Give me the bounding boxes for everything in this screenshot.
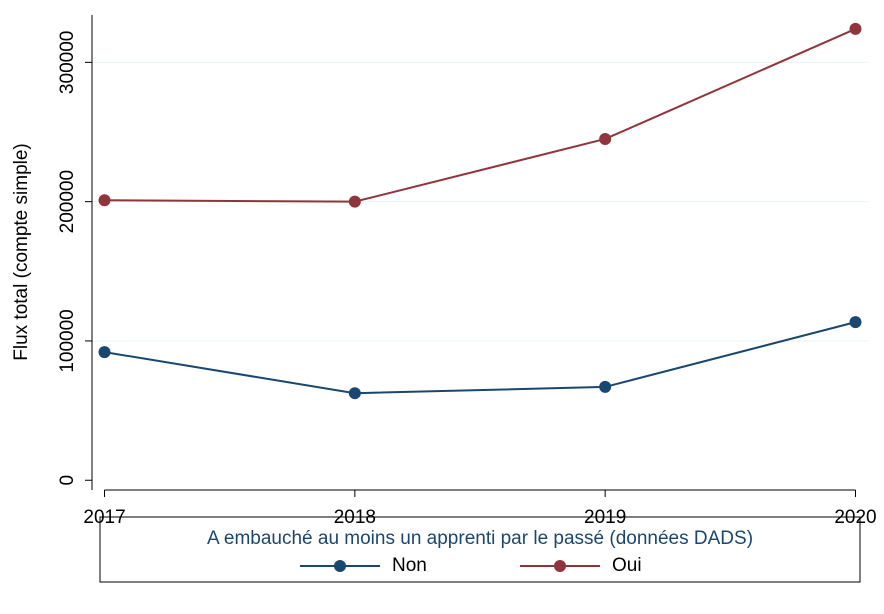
series-point (849, 316, 862, 329)
legend-label: Non (392, 555, 427, 576)
series-point (98, 194, 111, 207)
x-tick-label: 2020 (834, 507, 876, 528)
x-tick-label: 2019 (584, 507, 626, 528)
series-line (104, 321, 856, 395)
legend-title: A embauché au moins un apprenti par le p… (207, 528, 753, 549)
legend-box (99, 516, 861, 583)
y-tick-label: 300000 (57, 31, 78, 94)
x-tick-label: 2018 (334, 507, 376, 528)
y-axis-label: Flux total (compte simple) (11, 143, 32, 361)
series-point (599, 132, 612, 145)
series-point (348, 387, 361, 400)
series-point (348, 195, 361, 208)
legend-swatch-point (554, 560, 566, 572)
y-tick-label: 100000 (57, 309, 78, 372)
legend-label: Oui (612, 555, 642, 576)
series-line (104, 28, 856, 203)
y-tick-label: 200000 (57, 170, 78, 233)
series-point (599, 380, 612, 393)
series-point (849, 22, 862, 35)
legend-swatch-point (334, 560, 346, 572)
x-tick-label: 2017 (83, 507, 125, 528)
y-tick-label: 0 (57, 475, 78, 486)
series-point (98, 346, 111, 359)
